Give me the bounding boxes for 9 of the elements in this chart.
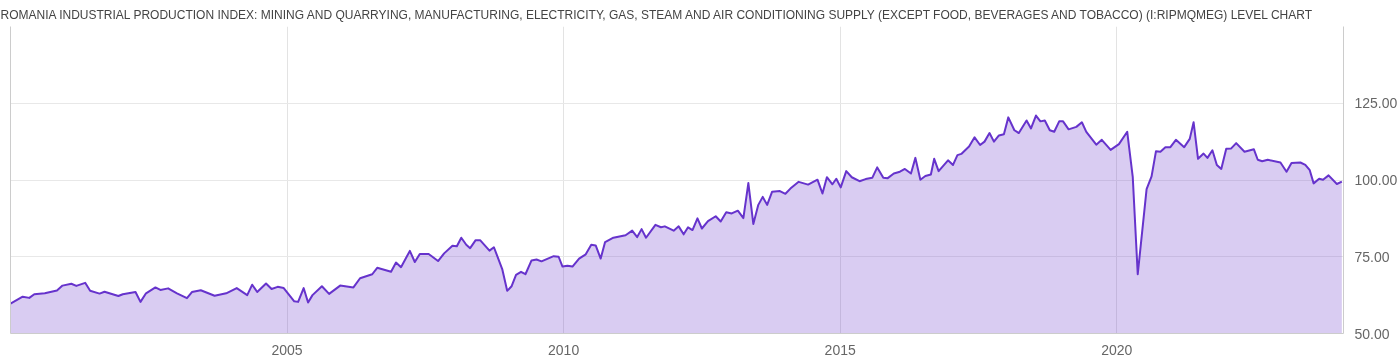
x-tick-label: 2010 <box>548 341 580 357</box>
x-tick-label: 2005 <box>271 341 303 357</box>
y-tick-label: 50.00 <box>1354 325 1390 342</box>
x-tick-label: 2020 <box>1101 341 1133 357</box>
y-tick-label: 100.00 <box>1354 172 1398 188</box>
y-tick-label: 75.00 <box>1354 248 1390 265</box>
x-tick-label: 2015 <box>824 341 856 357</box>
chart-title: ROMANIA INDUSTRIAL PRODUCTION INDEX: MINING AND QUARRYING, MANUFACTURING, ELECTRICITY, GAS, STEAM AND AIR CONDITIONING SUPPLY (EXCEPT FOOD, BEVERAGES AND TOBACCO) (I:RIPMQMEG) LEVEL CHART <box>0 7 1313 22</box>
y-tick-label: 125.00 <box>1354 95 1398 112</box>
